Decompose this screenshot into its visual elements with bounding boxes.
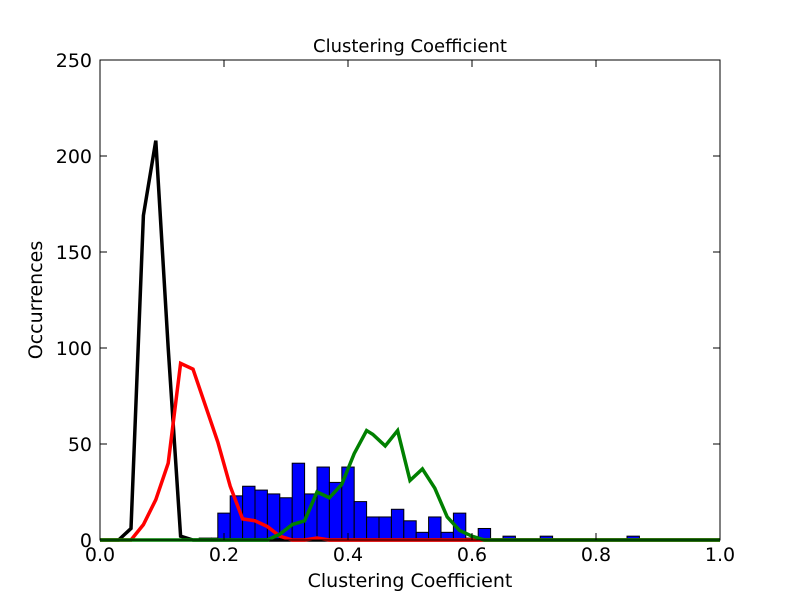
chart-title: Clustering Coefficient bbox=[313, 36, 507, 57]
x-tick-label-1: 0.2 bbox=[209, 544, 239, 566]
y-tick-label-3: 150 bbox=[56, 242, 92, 264]
histogram-bar-16 bbox=[390, 508, 405, 541]
plot-frame bbox=[99, 59, 721, 541]
histogram-bar-5 bbox=[254, 489, 268, 541]
histogram-bars bbox=[198, 462, 640, 541]
x-tick-label-3: 0.6 bbox=[457, 544, 487, 566]
histogram-bar-8 bbox=[291, 462, 306, 541]
histogram-bar-4 bbox=[242, 485, 256, 541]
axis-ticks bbox=[99, 59, 721, 541]
histogram-bar-13 bbox=[353, 501, 368, 541]
histogram-bar-15 bbox=[378, 516, 392, 541]
y-tick-label-5: 250 bbox=[56, 50, 92, 72]
tick-labels: 0.0 0.2 0.4 0.6 0.8 1.0 0 50 100 150 200 250 bbox=[56, 50, 735, 566]
y-tick-label-1: 50 bbox=[68, 434, 92, 456]
histogram-bar-19 bbox=[428, 516, 442, 541]
histogram-bar-17 bbox=[403, 520, 417, 541]
histogram-bar-10 bbox=[316, 466, 330, 541]
y-tick-label-2: 100 bbox=[56, 338, 92, 360]
x-tick-label-0: 0.0 bbox=[85, 544, 115, 566]
plot-area bbox=[100, 140, 720, 542]
y-tick-label-0: 0 bbox=[80, 530, 92, 552]
y-axis-label: Occurrences bbox=[25, 241, 47, 360]
series-line-2 bbox=[100, 426, 720, 542]
x-tick-label-5: 1.0 bbox=[705, 544, 735, 566]
x-tick-label-4: 0.8 bbox=[581, 544, 611, 566]
series-line-1 bbox=[100, 360, 720, 542]
x-tick-label-2: 0.4 bbox=[333, 544, 363, 566]
x-axis-label: Clustering Coefficient bbox=[308, 570, 513, 592]
y-tick-label-4: 200 bbox=[56, 146, 92, 168]
histogram-bar-14 bbox=[366, 516, 380, 541]
